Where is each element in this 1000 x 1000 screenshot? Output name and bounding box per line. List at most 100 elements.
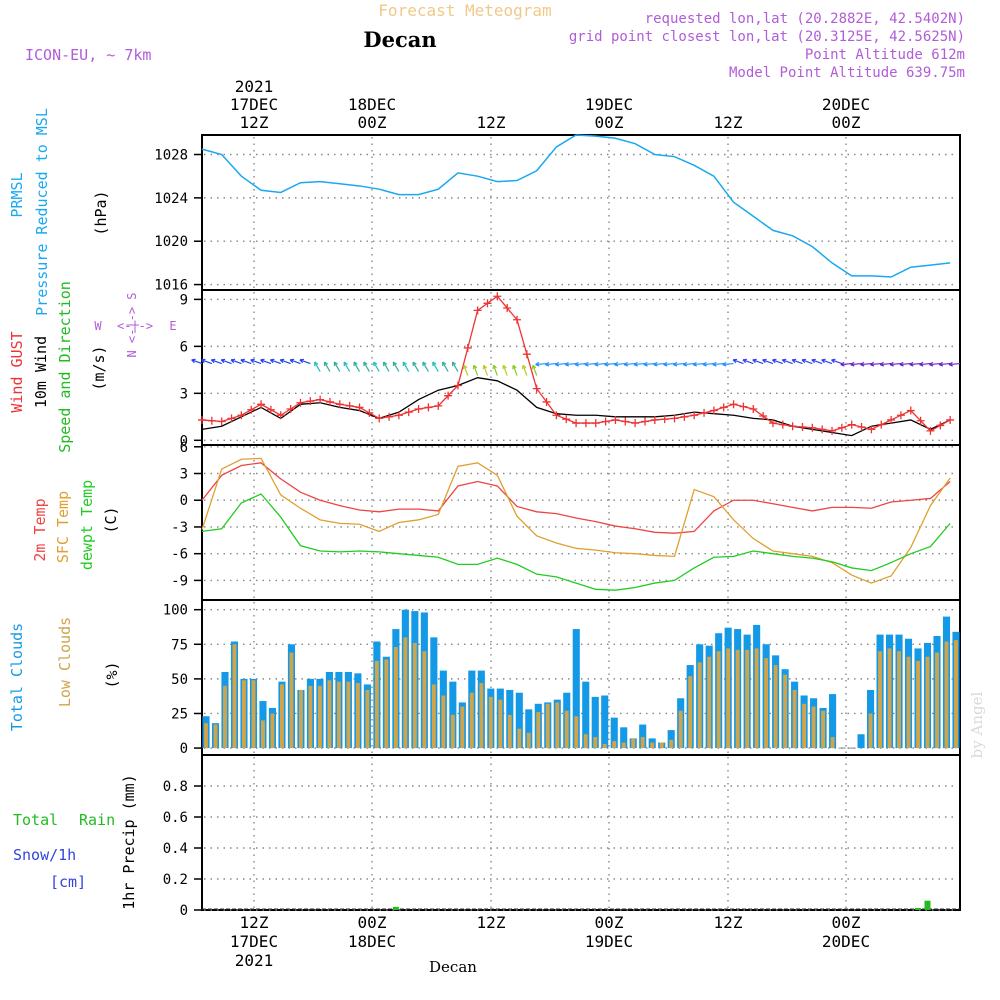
requested-coords: requested lon,lat (20.2882E, 42.5402N) <box>645 11 965 27</box>
wind-arrow <box>314 361 321 372</box>
gust-marker <box>759 412 768 421</box>
low-cloud-bar <box>783 674 788 749</box>
wind-arrow <box>801 359 813 365</box>
gust-marker <box>385 412 394 421</box>
low-cloud-bar <box>612 741 617 749</box>
wind-arrow <box>353 361 361 372</box>
wind-arrow <box>250 359 262 365</box>
low-cloud-bar <box>897 651 901 749</box>
low-cloud-bar <box>821 710 826 749</box>
temp-labels: 2m Temp SFC Temp dewpt Temp (C) <box>31 480 120 570</box>
y-tick-label: 50 <box>171 672 188 688</box>
gust-marker <box>690 411 699 420</box>
low-cloud-bar <box>574 716 579 749</box>
gust-marker <box>847 420 856 429</box>
wind-arrow-head <box>840 361 845 367</box>
y-tick-label: 1028 <box>154 148 188 164</box>
gust-marker <box>768 419 777 428</box>
low-cloud-bar <box>726 648 731 749</box>
chart-panels: 10161020102410280369-9-6-303602550751000… <box>154 134 961 919</box>
gust-marker <box>808 423 817 432</box>
wind-unit: (m/s) <box>90 345 108 390</box>
gust-marker <box>837 423 846 432</box>
y-tick-label: 100 <box>163 603 188 619</box>
low-cloud-bar <box>479 683 484 749</box>
wind-arrow <box>772 359 784 365</box>
bottom-time-label: 12Z <box>240 913 269 932</box>
wind-arrow-head <box>522 364 527 370</box>
panel-4: 0 0.2 0.4 0.6 0.8 <box>163 754 961 919</box>
wind-arrow-head <box>702 361 707 367</box>
gust-marker <box>237 411 246 420</box>
gust-marker <box>788 422 797 431</box>
wind-arrow-head <box>314 361 319 367</box>
gust-marker <box>503 304 512 313</box>
wind-arrow-head <box>289 358 295 364</box>
wind-arrow-head <box>633 361 638 367</box>
low-cloud-bar <box>792 689 797 749</box>
low-cloud-bar <box>308 685 313 749</box>
wind-arrow-head <box>492 364 497 370</box>
gust-marker <box>887 415 896 424</box>
y-tick-label: 3 <box>180 467 188 483</box>
gust-marker <box>906 406 915 415</box>
y-tick-label: 0 <box>180 433 188 449</box>
low-cloud-bar <box>261 720 265 749</box>
wind-arrow-head <box>210 358 216 364</box>
gust-marker <box>345 401 354 410</box>
gust-marker <box>778 420 787 429</box>
gust-marker <box>828 426 837 435</box>
wind-arrow-head <box>260 358 265 364</box>
panel-2: -9 -6 -3 0 3 6 <box>171 440 961 601</box>
low-cloud-bar <box>735 649 740 749</box>
total-cloud-bar <box>572 629 580 749</box>
low-cloud-bar <box>317 685 322 749</box>
wind-arrow <box>811 359 823 365</box>
wind-arrow <box>483 365 489 376</box>
panel-frame <box>201 444 961 601</box>
wind-arrow <box>791 359 803 365</box>
wind-arrow-head <box>614 361 619 367</box>
gust-marker <box>414 404 423 413</box>
low-cloud-bar <box>223 685 227 749</box>
low-cloud-bar <box>289 652 294 749</box>
top-time-label: 19DEC <box>585 95 633 114</box>
wind-arrow <box>289 359 301 365</box>
prmsl-label: PRMSL <box>8 172 26 217</box>
low-cloud-bar <box>906 656 911 749</box>
wind-arrow <box>451 361 459 372</box>
wind-arrow-head <box>623 361 629 367</box>
y-tick-label: 1016 <box>154 278 188 294</box>
gust-marker <box>306 397 315 406</box>
wind-arrow-head <box>889 361 894 367</box>
wind-arrow-head <box>742 358 747 364</box>
header-title: Forecast Meteogram <box>378 1 551 20</box>
temp-unit: (C) <box>102 506 120 533</box>
model-label: ICON-EU, ~ 7km <box>25 46 151 64</box>
low-cloud-bar <box>935 652 939 749</box>
low-cloud-bar <box>232 644 237 749</box>
wind-arrow <box>270 359 281 365</box>
top-time-label: 2021 <box>235 77 274 96</box>
panel-frame <box>201 289 961 446</box>
wind-arrow <box>752 359 764 365</box>
wind-arrow-head <box>899 361 904 367</box>
low-cloud-bar <box>583 734 588 749</box>
wind-arrow-head <box>801 358 807 364</box>
wind-arrow-head <box>482 364 488 370</box>
y-tick-label: 25 <box>171 706 188 722</box>
low-cloud-bar <box>517 728 522 749</box>
wind-arrow-head <box>712 361 717 367</box>
prmsl-desc-label: Pressure Reduced to MSL <box>33 108 51 316</box>
gust-marker <box>483 299 492 308</box>
gust-marker <box>335 400 344 409</box>
wind-arrow <box>522 365 528 376</box>
gust-marker <box>276 411 285 420</box>
wind-arrow <box>929 362 941 366</box>
gust-marker <box>493 292 502 301</box>
y-tick-label: 75 <box>171 637 188 653</box>
low-cloud-bar <box>887 648 892 749</box>
gust-marker <box>946 415 955 424</box>
top-time-label: 12Z <box>714 113 743 132</box>
